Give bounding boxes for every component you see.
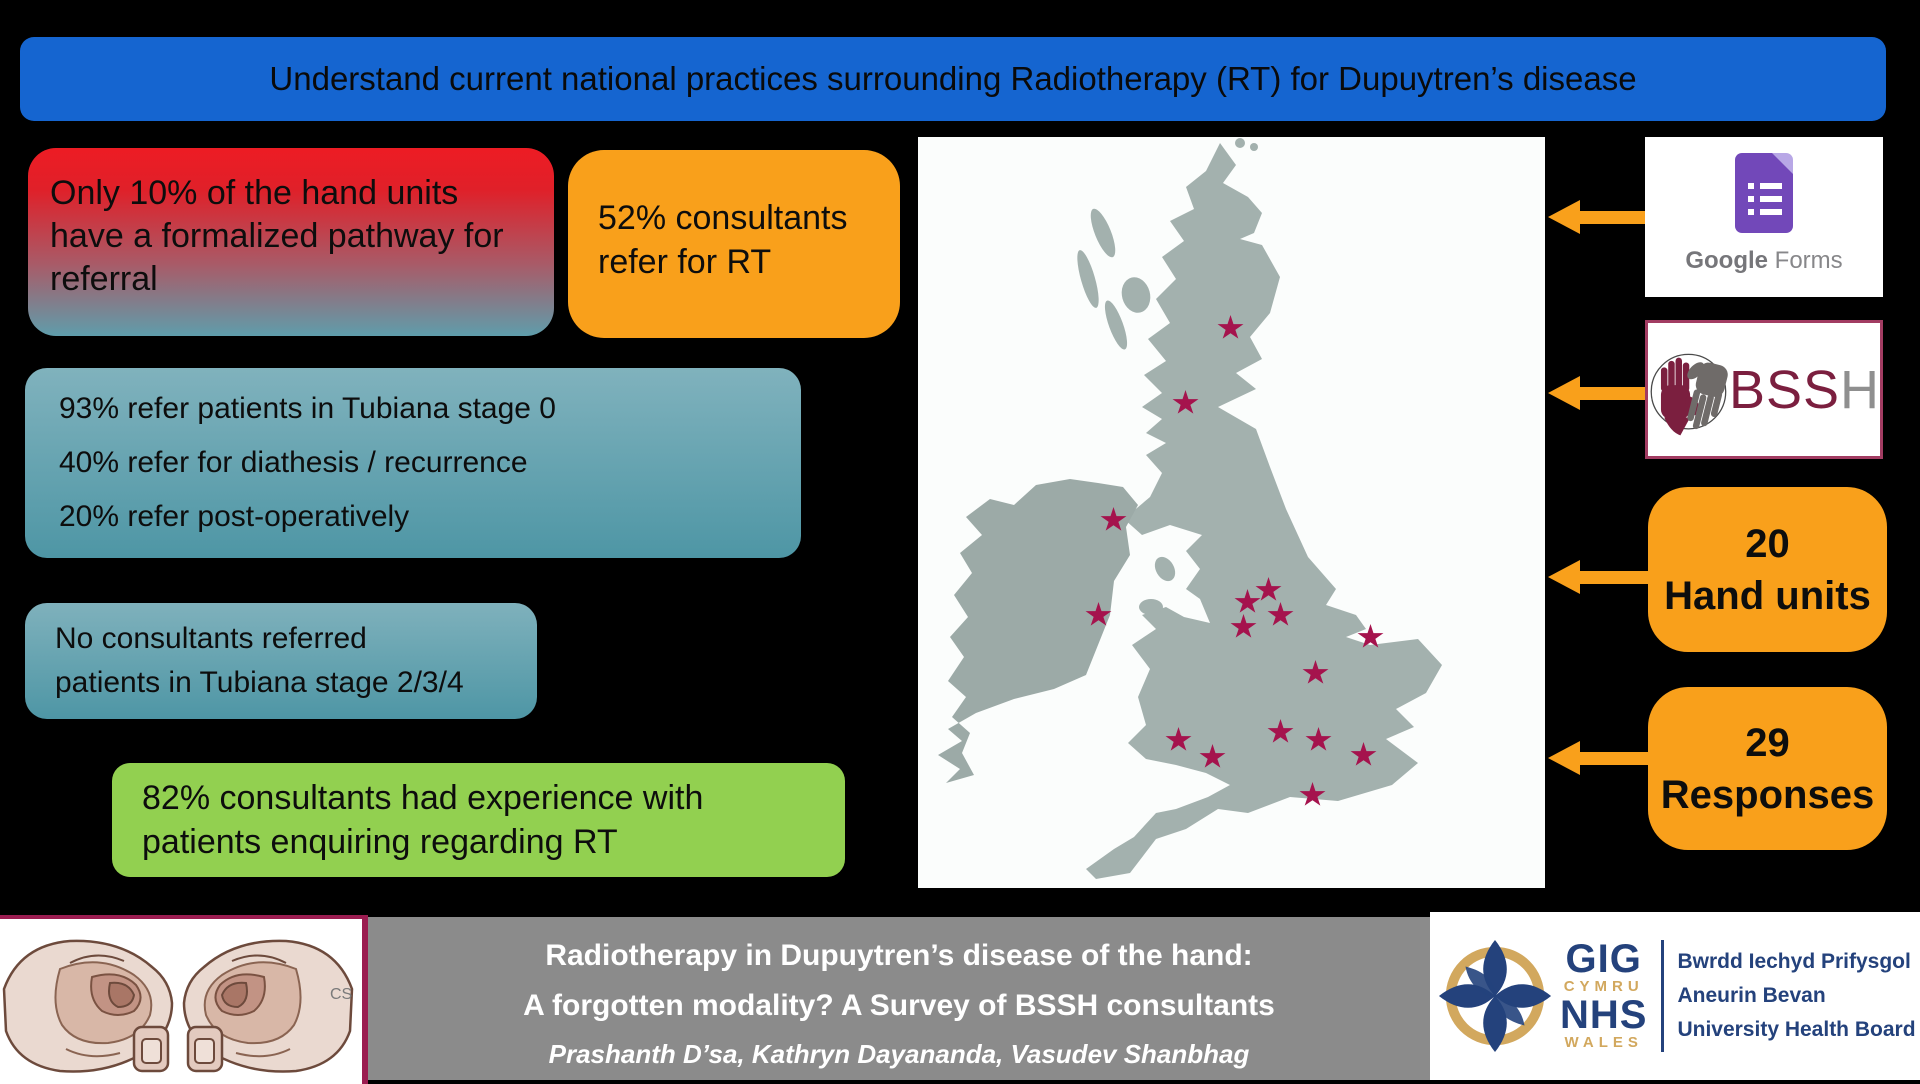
google-forms-label: Google Forms xyxy=(1685,247,1842,275)
nhs-cymru: CYMRU xyxy=(1563,978,1644,995)
header-title: Understand current national practices su… xyxy=(269,60,1637,97)
stat-line: Only 10% of the hand units xyxy=(50,174,459,212)
dupuytren-hands-icon: CS xyxy=(2,939,354,1073)
stat-line: have a formalized pathway for xyxy=(50,217,504,255)
poster-title-line1: Radiotherapy in Dupuytren’s disease of t… xyxy=(545,939,1253,972)
hand-units-label: Hand units xyxy=(1664,573,1871,618)
nhs-nhs: NHS xyxy=(1560,993,1648,1037)
stat-box-responses: 29 Responses xyxy=(1648,687,1887,850)
responses-count: 29 xyxy=(1745,720,1790,765)
stat-box-tubiana-referrals: 93% refer patients in Tubiana stage 0 40… xyxy=(25,368,801,558)
stat-line: 82% consultants had experience with xyxy=(142,779,704,817)
poster-title-line2: A forgotten modality? A Survey of BSSH c… xyxy=(523,989,1275,1022)
bssh-wordmark: BSSH xyxy=(1729,363,1880,417)
stat-box-refer-rt: 52% consultants refer for RT xyxy=(568,150,900,338)
header-banner: Understand current national practices su… xyxy=(20,37,1886,121)
nhs-wordmark: GIG CYMRU NHS WALES xyxy=(1560,937,1648,1052)
nhs-divider xyxy=(1661,940,1665,1052)
google-forms-logo: Google Forms xyxy=(1645,137,1883,297)
stat-line: 93% refer patients in Tubiana stage 0 xyxy=(59,392,556,425)
responses-label: Responses xyxy=(1660,772,1875,817)
nhs-celtic-knot-icon xyxy=(1438,939,1552,1053)
arrow-to-bssh-icon xyxy=(1548,376,1652,410)
stat-line: 40% refer for diathesis / recurrence xyxy=(59,446,528,479)
google-forms-icon xyxy=(1735,153,1793,233)
stat-box-patient-enquiries: 82% consultants had experience with pati… xyxy=(112,763,845,877)
bssh-hands-icon xyxy=(1650,353,1728,435)
stat-line: 20% refer post-operatively xyxy=(59,500,410,533)
arrow-head-icon xyxy=(1548,560,1580,594)
health-board-line: Aneurin Bevan xyxy=(1677,984,1826,1007)
stat-line: No consultants referred xyxy=(55,622,367,655)
arrow-tail xyxy=(1580,386,1652,400)
arrow-head-icon xyxy=(1548,376,1580,410)
artist-signature: CS xyxy=(330,986,352,1003)
uk-map-outline-icon xyxy=(938,138,1442,879)
nhs-wales-logo: GIG CYMRU NHS WALES Bwrdd Iechyd Prifysg… xyxy=(1430,912,1920,1080)
arrow-tail xyxy=(1580,210,1652,224)
arrow-tail xyxy=(1580,570,1652,584)
stat-box-hand-units: 20 Hand units xyxy=(1648,487,1887,652)
arrow-head-icon xyxy=(1548,200,1580,234)
uk-map xyxy=(918,137,1545,888)
health-board-line: Bwrdd Iechyd Prifysgol xyxy=(1677,950,1911,973)
forms-label: Forms xyxy=(1768,247,1843,274)
hands-illustration: CS xyxy=(0,915,368,1084)
stat-line: patients in Tubiana stage 2/3/4 xyxy=(55,666,464,699)
arrow-to-hand-units-icon xyxy=(1548,560,1652,594)
bssh-logo: BSSH xyxy=(1645,320,1883,459)
stat-line: patients enquiring regarding RT xyxy=(142,823,618,861)
hand-units-count: 20 xyxy=(1745,521,1790,566)
stat-line: refer for RT xyxy=(598,243,772,281)
health-board-line: University Health Board xyxy=(1677,1018,1916,1041)
nhs-gig: GIG xyxy=(1565,937,1642,981)
stat-line: referral xyxy=(50,260,158,298)
health-board-name: Bwrdd Iechyd Prifysgol Aneurin Bevan Uni… xyxy=(1677,945,1915,1047)
arrow-tail xyxy=(1580,751,1652,765)
bssh-letter-h: H xyxy=(1840,359,1880,420)
footer-title-banner: Radiotherapy in Dupuytren’s disease of t… xyxy=(368,917,1430,1080)
stat-line: 52% consultants xyxy=(598,199,848,237)
stat-box-no-stage234: No consultants referred patients in Tubi… xyxy=(25,603,537,719)
arrow-head-icon xyxy=(1548,741,1580,775)
bssh-letters: BSS xyxy=(1728,359,1840,420)
arrow-to-responses-icon xyxy=(1548,741,1652,775)
google-label: Google xyxy=(1685,247,1768,274)
nhs-wales: WALES xyxy=(1564,1034,1643,1051)
stat-box-formalized-pathway: Only 10% of the hand units have a formal… xyxy=(28,148,554,336)
poster-authors: Prashanth D’sa, Kathryn Dayananda, Vasud… xyxy=(548,1039,1250,1069)
arrow-to-google-forms-icon xyxy=(1548,200,1652,234)
